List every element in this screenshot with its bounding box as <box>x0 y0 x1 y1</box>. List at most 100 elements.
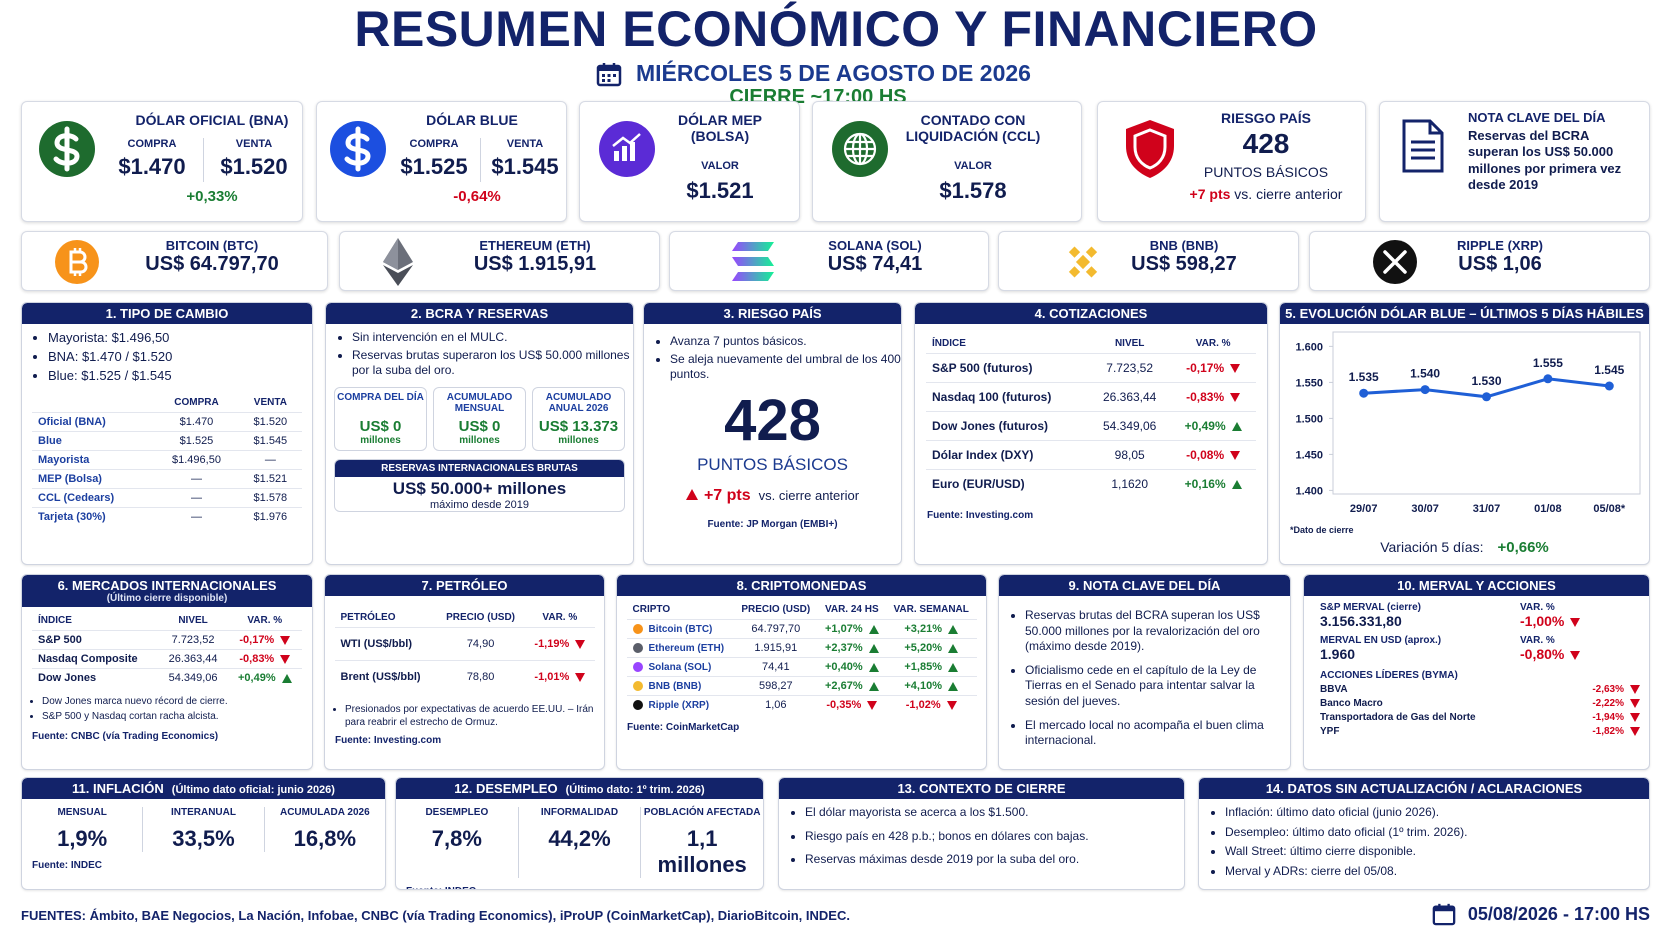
section-title-text: 14. DATOS SIN ACTUALIZACIÓN / ACLARACION… <box>1265 781 1583 796</box>
stat: DESEMPLEO 7,8% <box>396 807 519 878</box>
banner-title: RESERVAS INTERNACIONALES BRUTAS <box>335 459 624 477</box>
section: 14. DATOS SIN ACTUALIZACIÓN / ACLARACION… <box>1198 777 1650 890</box>
unit: PUNTOS BÁSICOS <box>1203 164 1329 180</box>
crypto-card: BNB (BNB) US$ 598,27 <box>998 231 1299 291</box>
table-cell: $1.976 <box>238 506 302 526</box>
section-title-text: 11. INFLACIÓN <box>72 781 164 796</box>
stock-row: YPF -1,82% <box>1320 725 1649 739</box>
sell-value: $1.545 <box>491 154 559 179</box>
value-label: 1.540 <box>1410 367 1440 381</box>
table-cell: +2,67% <box>817 676 886 696</box>
table-cell: +0,40% <box>817 657 886 677</box>
change-value: -0,80% <box>1520 646 1565 662</box>
table-cell: Blue <box>32 430 155 451</box>
crypto-name: RIPPLE (XRP) <box>1457 238 1543 253</box>
stock-var: -2,22% <box>1550 697 1640 711</box>
change-value: +2,37% <box>824 642 863 654</box>
table-cell: 98,05 <box>1089 440 1171 470</box>
table-cell: -1,01% <box>525 660 595 693</box>
cell-text: $1.470 <box>179 415 214 428</box>
arrow-down <box>1630 684 1640 694</box>
table-row: Dow Jones (futuros) 54.349,06 +0,49% <box>926 411 1256 441</box>
bullet: Avanza 7 puntos básicos. <box>670 334 901 350</box>
table-cell: +1,85% <box>885 657 977 677</box>
cell-text: 98,05 <box>1114 448 1145 462</box>
crypto-price: US$ 598,27 <box>1131 253 1237 275</box>
stats-row: DESEMPLEO 7,8% INFORMALIDAD 44,2% POBLACIÓN … <box>396 807 763 878</box>
change-cell: -1,19% <box>534 638 586 650</box>
change-value: +0,16% <box>1184 477 1226 491</box>
arrow-up <box>948 662 958 672</box>
table-cell: 26.363,44 <box>1089 382 1171 412</box>
card-riesgo: RIESGO PAÍS 428 PUNTOS BÁSICOS +7 pts vs… <box>1097 101 1366 222</box>
stat-label: DESEMPLEO <box>425 807 489 818</box>
card-title: DÓLAR OFICIAL (BNA) <box>135 112 289 128</box>
change-value: +2,67% <box>824 680 863 692</box>
value: $1.578 <box>939 178 1007 203</box>
table-row: BNB (BNB) 598,27 +2,67% +4,10% <box>626 676 977 696</box>
cell-text: WTI (US$/bbl) <box>340 638 413 650</box>
table-cell: -1,19% <box>525 627 595 661</box>
bullet: Se aleja nuevamente del umbral de los 40… <box>670 352 901 383</box>
crypto-card: BITCOIN (BTC) US$ 64.797,70 <box>21 231 328 291</box>
section-subtitle: (Último dato: 1º trim. 2026) <box>565 784 705 796</box>
chart-note: *Dato de cierre <box>1290 525 1354 535</box>
change: +7 pts <box>703 486 751 504</box>
table-cell: +0,16% <box>1170 469 1256 498</box>
header-cell: VAR. % <box>247 615 283 626</box>
card-title: DÓLAR MEP (BOLSA) <box>678 112 762 144</box>
card-blue: DÓLAR BLUE COMPRA VENTA $1.525 $1.545 -0… <box>316 101 567 222</box>
section-title-text: 7. PETRÓLEO <box>421 578 508 593</box>
section: 13. CONTEXTO DE CIERRE El dólar mayorista… <box>778 777 1185 890</box>
section: 10. MERVAL Y ACCIONES S&P MERVAL (cierre)… <box>1303 574 1650 770</box>
change-value: -0,35% <box>826 699 862 711</box>
change-value: -0,17% <box>239 634 275 646</box>
cell-text: Dólar Index (DXY) <box>932 448 1034 462</box>
bullet: El mercado local no acompaña el buen cli… <box>1025 718 1280 749</box>
header-cell: PETRÓLEO <box>340 612 396 623</box>
arrow-down <box>1570 650 1581 660</box>
header-cell: VAR. 24 HS <box>824 604 879 615</box>
bullet: Reservas brutas del BCRA superan los US$… <box>1025 608 1280 655</box>
header-cell: NIVEL <box>178 615 208 626</box>
data-table: ÍNDICE NIVEL VAR. % S&P 500 7.723,52 -0,17% Na… <box>32 611 302 687</box>
date: MIÉRCOLES 5 DE AGOSTO DE 2026 <box>636 60 1031 86</box>
header-cell: VAR. % <box>542 612 578 623</box>
bullet-list: Avanza 7 puntos básicos. Se aleja nuevame… <box>644 334 901 383</box>
document-icon <box>1402 119 1444 173</box>
stat-value: 33,5% <box>172 826 235 851</box>
crypto-price: US$ 64.797,70 <box>145 253 279 275</box>
table-cell: 1,06 <box>733 695 818 714</box>
table-cell: S&P 500 <box>32 630 159 650</box>
cell-text: 54.349,06 <box>168 672 218 684</box>
bnb-icon <box>1068 246 1098 278</box>
page-title: RESUMEN ECONÓMICO Y FINANCIERO <box>354 1 1318 57</box>
bullet: Oficialismo cede en el capítulo de la Le… <box>1025 663 1280 710</box>
source: Fuente: CoinMarketCap <box>627 722 740 733</box>
table-cell: -0,83% <box>1170 382 1256 412</box>
stat-box: ACUMULADO ANUAL 2026 US$ 13.373 millones <box>532 386 625 451</box>
change-cell: -1,02% <box>906 699 957 711</box>
bullet: Desempleo: último dato oficial (1º trim.… <box>1225 825 1649 841</box>
arrow-down <box>1630 726 1640 736</box>
change-value: -1,94% <box>1592 712 1624 723</box>
change-row: +7 pts vs. cierre anterior <box>644 487 901 505</box>
buy-label: COMPRA <box>409 138 459 150</box>
bullet-list: El dólar mayorista se acerca a los $1.50… <box>779 805 1184 868</box>
table-cell: +2,37% <box>817 638 886 658</box>
crypto-name: SOLANA (SOL) <box>828 238 922 253</box>
data-table: ÍNDICE NIVEL VAR. % S&P 500 (futuros) 7.723,… <box>926 334 1256 498</box>
source: Fuente: INDEC <box>406 886 753 889</box>
stock-var: -1,94% <box>1550 711 1640 725</box>
table-cell: -0,83% <box>227 649 302 669</box>
date-row: MIÉRCOLES 5 DE AGOSTO DE 2026 <box>596 60 1031 87</box>
section-title-text: 10. MERVAL Y ACCIONES <box>1397 578 1556 593</box>
arrow-up <box>948 624 958 634</box>
table-cell: 74,41 <box>733 657 818 677</box>
table-cell: $1.525 <box>154 430 239 451</box>
cell-text: 7.723,52 <box>171 634 215 646</box>
change: -0,64% <box>453 188 501 205</box>
table-cell: +0,49% <box>227 668 302 687</box>
table-cell: $1.520 <box>238 411 302 432</box>
table-cell: Ethereum (ETH) <box>626 638 734 658</box>
